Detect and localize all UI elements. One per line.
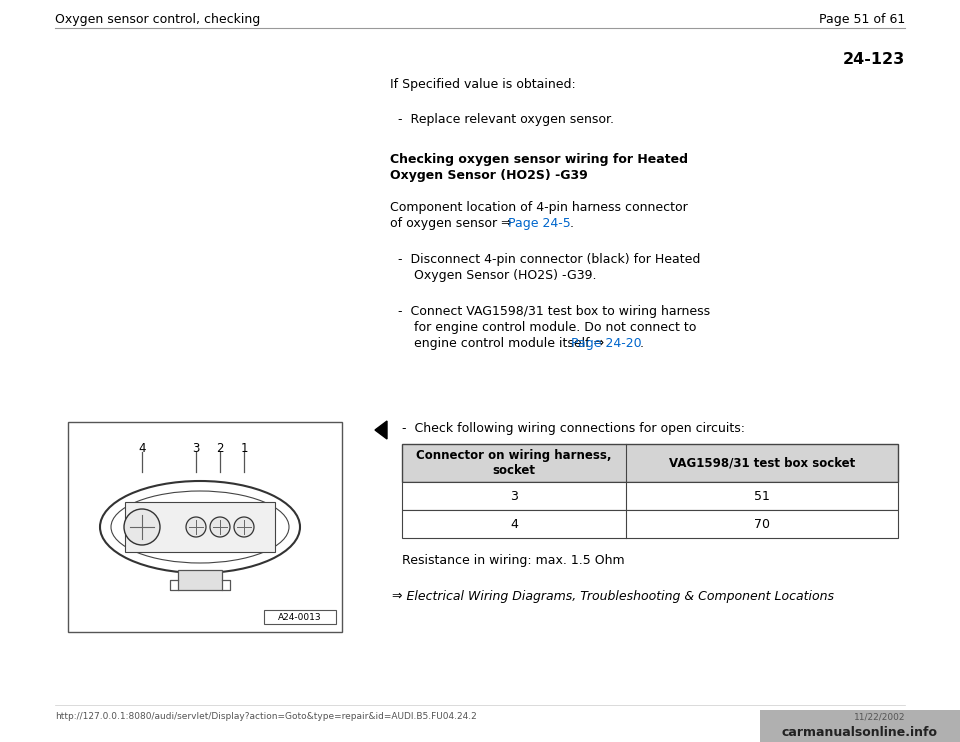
Bar <box>402 510 898 538</box>
Text: -  Replace relevant oxygen sensor.: - Replace relevant oxygen sensor. <box>398 113 614 126</box>
Text: 70: 70 <box>754 517 770 531</box>
Bar <box>178 570 222 590</box>
Text: Page 51 of 61: Page 51 of 61 <box>819 13 905 26</box>
Text: Checking oxygen sensor wiring for Heated: Checking oxygen sensor wiring for Heated <box>390 153 688 166</box>
Bar <box>264 610 336 624</box>
Text: .: . <box>566 217 574 230</box>
Text: -  Disconnect 4-pin connector (black) for Heated: - Disconnect 4-pin connector (black) for… <box>398 253 701 266</box>
Bar <box>402 482 898 510</box>
Text: Oxygen sensor control, checking: Oxygen sensor control, checking <box>55 13 260 26</box>
Text: -  Connect VAG1598/31 test box to wiring harness: - Connect VAG1598/31 test box to wiring … <box>398 305 710 318</box>
Text: If Specified value is obtained:: If Specified value is obtained: <box>390 78 576 91</box>
Text: 1: 1 <box>240 442 248 455</box>
Text: Page 24-5: Page 24-5 <box>508 217 571 230</box>
Text: 51: 51 <box>754 490 770 502</box>
Text: http://127.0.0.1:8080/audi/servlet/Display?action=Goto&type=repair&id=AUDI.B5.FU: http://127.0.0.1:8080/audi/servlet/Displ… <box>55 712 477 721</box>
Text: Oxygen Sensor (HO2S) -G39.: Oxygen Sensor (HO2S) -G39. <box>414 269 596 282</box>
Text: A24-0013: A24-0013 <box>278 612 322 622</box>
Text: ⇒ Electrical Wiring Diagrams, Troubleshooting & Component Locations: ⇒ Electrical Wiring Diagrams, Troublesho… <box>392 590 834 603</box>
Text: Page 24-20: Page 24-20 <box>571 337 641 350</box>
Text: Connector on wiring harness,
socket: Connector on wiring harness, socket <box>417 448 612 478</box>
Text: 4: 4 <box>138 442 146 455</box>
Text: VAG1598/31 test box socket: VAG1598/31 test box socket <box>669 456 855 470</box>
Text: 11/22/2002: 11/22/2002 <box>853 712 905 721</box>
Text: Oxygen Sensor (HO2S) -G39: Oxygen Sensor (HO2S) -G39 <box>390 169 588 182</box>
Circle shape <box>234 517 254 537</box>
Text: 2: 2 <box>216 442 224 455</box>
Bar <box>125 502 275 552</box>
Text: for engine control module. Do not connect to: for engine control module. Do not connec… <box>414 321 696 334</box>
Bar <box>402 444 898 482</box>
Text: Resistance in wiring: max. 1.5 Ohm: Resistance in wiring: max. 1.5 Ohm <box>402 554 625 567</box>
Text: -  Check following wiring connections for open circuits:: - Check following wiring connections for… <box>402 422 745 435</box>
Text: carmanualsonline.info: carmanualsonline.info <box>782 726 938 739</box>
Circle shape <box>124 509 160 545</box>
Polygon shape <box>375 421 387 439</box>
Bar <box>760 710 960 742</box>
Circle shape <box>210 517 230 537</box>
Circle shape <box>186 517 206 537</box>
Text: of oxygen sensor ⇒: of oxygen sensor ⇒ <box>390 217 516 230</box>
Text: 24-123: 24-123 <box>843 52 905 67</box>
Text: 4: 4 <box>510 517 518 531</box>
Text: Component location of 4-pin harness connector: Component location of 4-pin harness conn… <box>390 201 687 214</box>
Text: engine control module itself ⇒: engine control module itself ⇒ <box>414 337 608 350</box>
Text: 3: 3 <box>510 490 518 502</box>
Text: 3: 3 <box>192 442 200 455</box>
Text: .: . <box>636 337 644 350</box>
Bar <box>68 422 342 632</box>
